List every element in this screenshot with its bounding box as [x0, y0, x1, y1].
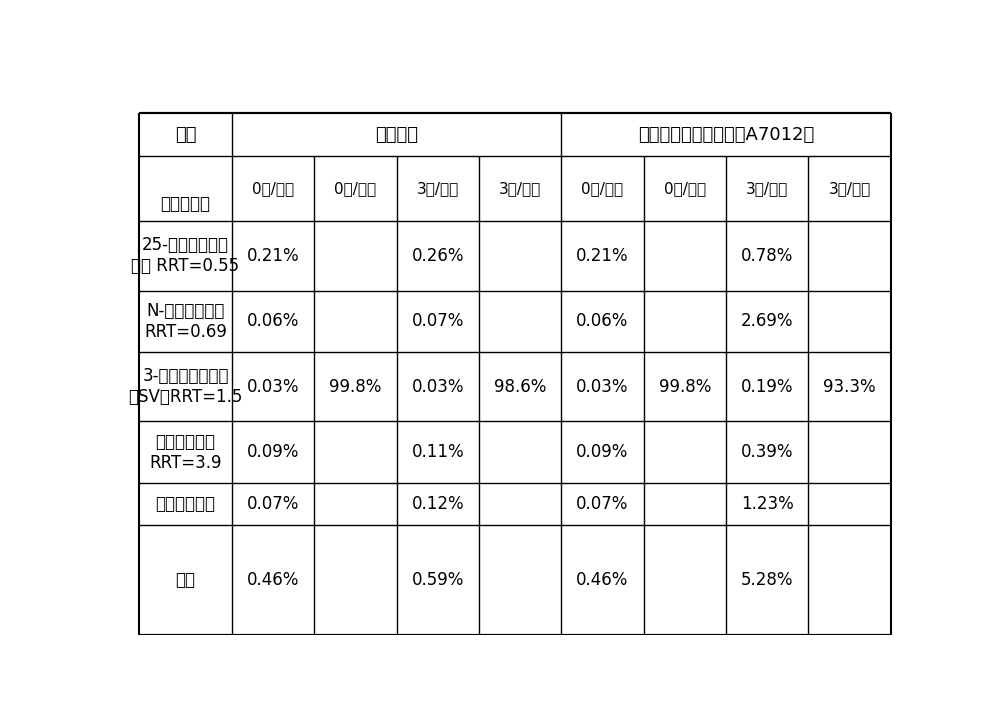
- Text: 0月/含量: 0月/含量: [664, 181, 706, 196]
- Text: 0.03%: 0.03%: [412, 378, 464, 396]
- Text: 0.03%: 0.03%: [576, 378, 629, 396]
- Text: 0.06%: 0.06%: [247, 312, 299, 331]
- Text: 5.28%: 5.28%: [741, 571, 793, 589]
- Text: 样品: 样品: [175, 126, 196, 144]
- Text: 2.69%: 2.69%: [741, 312, 793, 331]
- Text: 0.06%: 0.06%: [576, 312, 629, 331]
- Text: 0.39%: 0.39%: [741, 443, 793, 461]
- Text: 0.59%: 0.59%: [412, 571, 464, 589]
- Text: 0月/杂质: 0月/杂质: [581, 181, 624, 196]
- Text: 3月/杂质: 3月/杂质: [746, 181, 788, 196]
- Text: 0.03%: 0.03%: [247, 378, 299, 396]
- Text: 3-甲酰基利福霉素
（SV）RRT=1.5: 3-甲酰基利福霉素 （SV）RRT=1.5: [128, 367, 243, 406]
- Text: N-氧化利福喷丁
RRT=0.69: N-氧化利福喷丁 RRT=0.69: [144, 302, 227, 341]
- Text: 0.46%: 0.46%: [576, 571, 629, 589]
- Text: 总杂: 总杂: [175, 571, 195, 589]
- Text: 现有技术样品（批号：A7012）: 现有技术样品（批号：A7012）: [638, 126, 814, 144]
- Text: 0.07%: 0.07%: [412, 312, 464, 331]
- Text: 93.3%: 93.3%: [823, 378, 876, 396]
- Text: 25-去乙酰基利福
喷丁 RRT=0.55: 25-去乙酰基利福 喷丁 RRT=0.55: [131, 236, 240, 276]
- Text: 0.26%: 0.26%: [412, 247, 464, 265]
- Text: 0.09%: 0.09%: [247, 443, 299, 461]
- Text: 3月/含量: 3月/含量: [499, 181, 541, 196]
- Text: 0.21%: 0.21%: [247, 247, 299, 265]
- Text: 0.07%: 0.07%: [247, 496, 299, 513]
- Text: 0.12%: 0.12%: [411, 496, 464, 513]
- Text: 0.78%: 0.78%: [741, 247, 793, 265]
- Text: 杂质和含量: 杂质和含量: [160, 196, 210, 213]
- Text: 醌式利福喷丁
RRT=3.9: 醌式利福喷丁 RRT=3.9: [149, 433, 222, 472]
- Text: 其他未知杂质: 其他未知杂质: [155, 496, 215, 513]
- Text: 0.11%: 0.11%: [411, 443, 464, 461]
- Text: 98.6%: 98.6%: [494, 378, 546, 396]
- Text: 99.8%: 99.8%: [659, 378, 711, 396]
- Text: 0.21%: 0.21%: [576, 247, 629, 265]
- Text: 1.23%: 1.23%: [741, 496, 794, 513]
- Text: 3月/含量: 3月/含量: [828, 181, 871, 196]
- Text: 0月/杂质: 0月/杂质: [252, 181, 294, 196]
- Text: 99.8%: 99.8%: [329, 378, 382, 396]
- Text: 实施例一: 实施例一: [375, 126, 418, 144]
- Text: 0.09%: 0.09%: [576, 443, 629, 461]
- Text: 3月/杂质: 3月/杂质: [417, 181, 459, 196]
- Text: 0.46%: 0.46%: [247, 571, 299, 589]
- Text: 0.19%: 0.19%: [741, 378, 793, 396]
- Text: 0月/含量: 0月/含量: [334, 181, 377, 196]
- Text: 0.07%: 0.07%: [576, 496, 629, 513]
